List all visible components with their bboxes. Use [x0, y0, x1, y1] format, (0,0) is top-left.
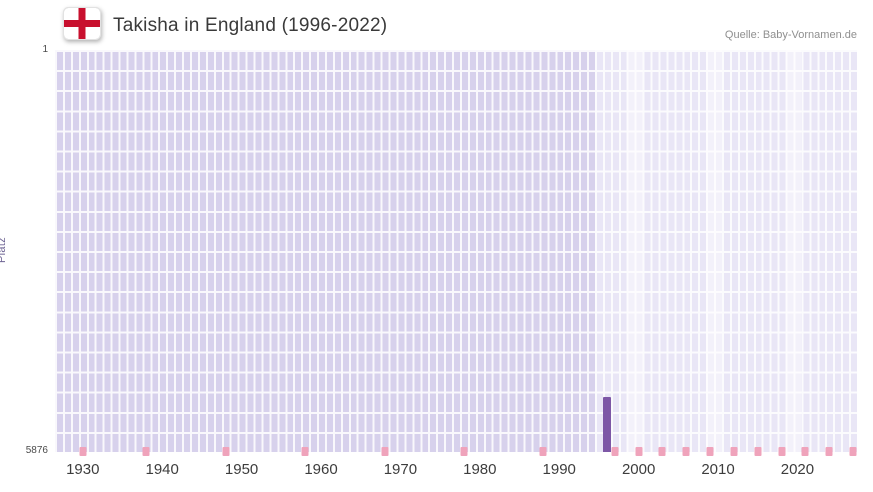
year-marker: [611, 447, 619, 456]
x-tick-label: 1980: [463, 461, 497, 478]
x-tick-label: 1970: [383, 461, 418, 478]
x-tick-label: 2020: [780, 461, 815, 478]
x-tick-label: 1940: [145, 461, 179, 478]
x-tick-label: 1960: [304, 461, 338, 478]
year-marker: [778, 447, 786, 456]
year-marker: [801, 447, 809, 456]
source-attribution: Quelle: Baby-Vornamen.de: [724, 29, 857, 41]
grid-lines: [55, 50, 857, 452]
year-marker: [635, 447, 643, 456]
chart-title: Takisha in England (1996-2022): [113, 15, 388, 36]
year-marker: [142, 447, 150, 456]
year-marker: [825, 447, 833, 456]
year-marker: [222, 447, 230, 456]
england-flag-icon: [63, 7, 101, 40]
year-marker: [381, 447, 389, 456]
plot-area: [55, 50, 857, 456]
y-tick-label-bottom: 5876: [25, 445, 48, 456]
y-tick-label-top: 1: [42, 44, 48, 55]
year-marker: [682, 447, 690, 456]
rank-bar: [602, 397, 611, 452]
year-marker: [539, 447, 547, 456]
year-marker: [849, 447, 857, 456]
year-marker: [460, 447, 468, 456]
year-marker: [301, 447, 309, 456]
x-tick-label: 2000: [621, 461, 656, 478]
y-axis-label: Platz: [0, 237, 9, 263]
year-marker: [79, 447, 87, 456]
x-tick-label: 1990: [542, 461, 576, 478]
x-tick-label: 1930: [66, 461, 100, 478]
year-marker: [658, 447, 666, 456]
year-marker: [754, 447, 762, 456]
x-tick-label: 1950: [224, 461, 259, 478]
x-tick-label: 2010: [701, 461, 735, 478]
year-marker: [706, 447, 714, 456]
year-marker: [730, 447, 738, 456]
